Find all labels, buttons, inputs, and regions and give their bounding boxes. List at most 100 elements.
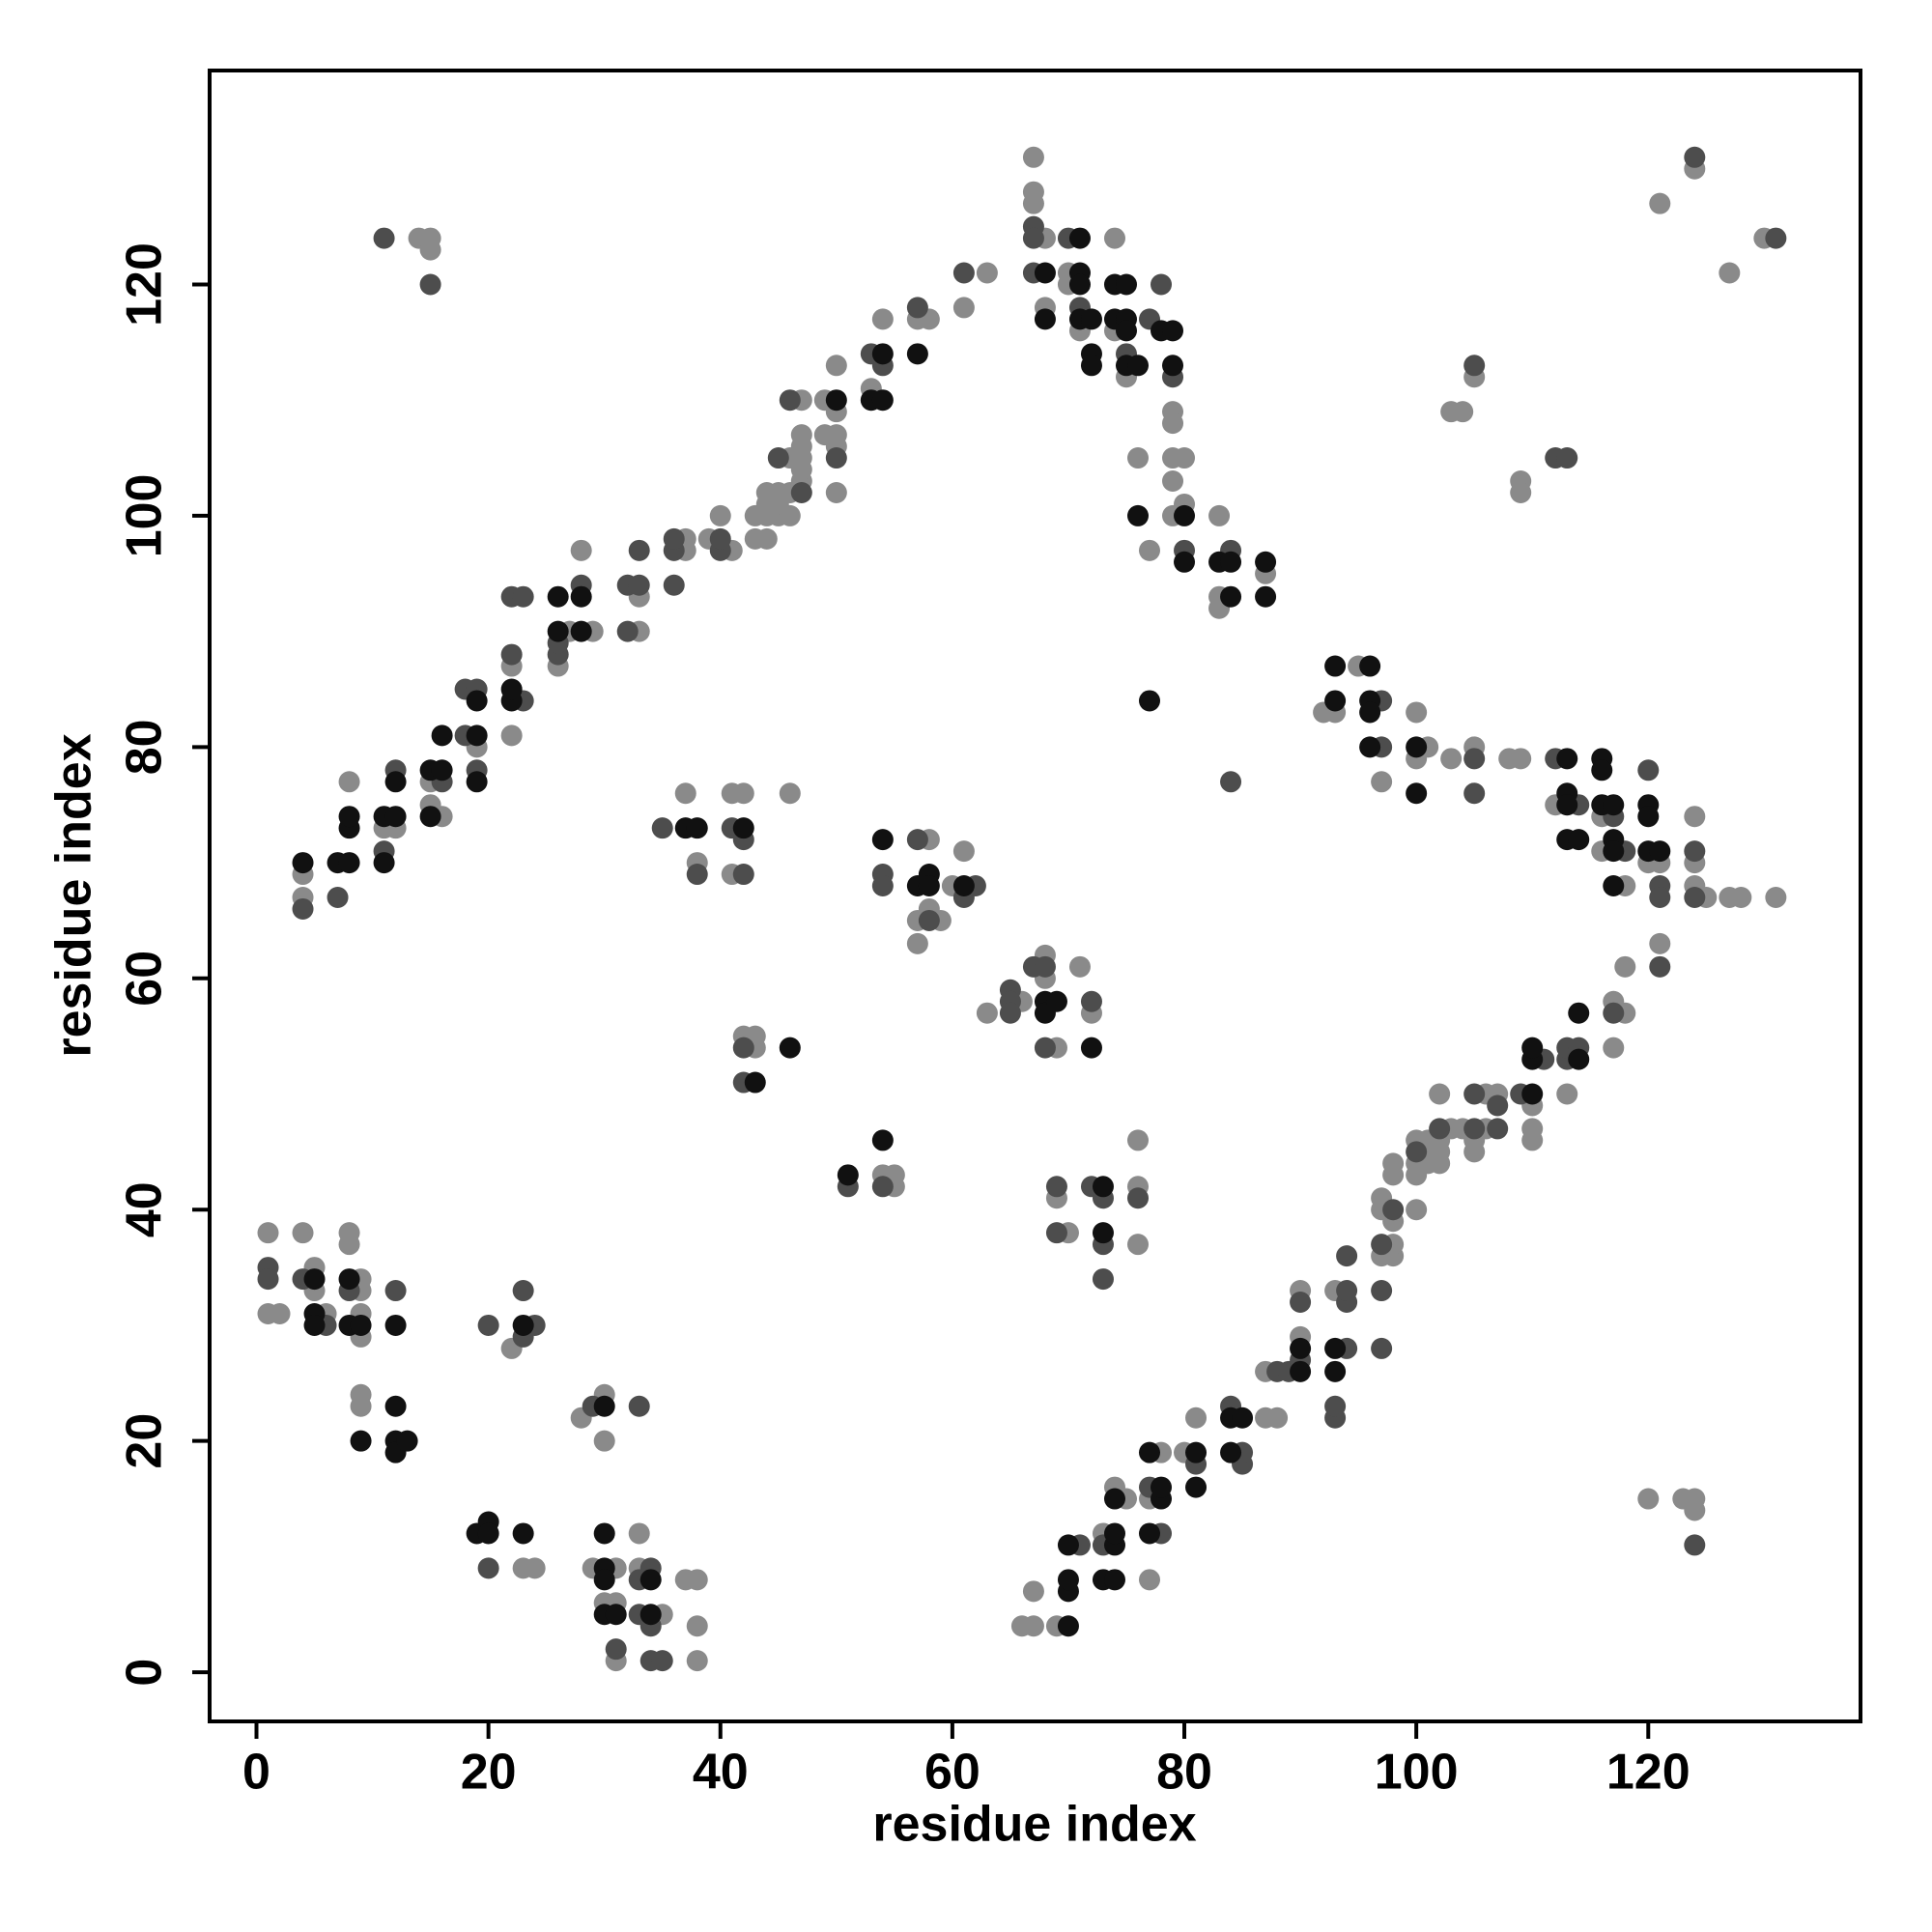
point bbox=[779, 504, 801, 526]
point bbox=[1463, 782, 1486, 805]
point bbox=[1406, 701, 1428, 724]
point bbox=[1440, 401, 1463, 423]
point bbox=[952, 840, 975, 863]
point bbox=[1603, 794, 1625, 816]
point bbox=[1684, 806, 1706, 828]
point bbox=[1103, 227, 1125, 249]
y-tick-label: 0 bbox=[117, 1659, 173, 1687]
point bbox=[686, 1615, 708, 1637]
point bbox=[1022, 1580, 1044, 1603]
point bbox=[976, 1002, 998, 1024]
point bbox=[1126, 1234, 1149, 1256]
point bbox=[732, 864, 754, 886]
point bbox=[1103, 1569, 1125, 1591]
point bbox=[686, 1650, 708, 1672]
x-tick-label: 100 bbox=[1375, 1745, 1459, 1801]
point bbox=[1115, 273, 1137, 296]
point bbox=[651, 1650, 673, 1672]
point bbox=[1429, 1083, 1451, 1105]
point bbox=[1045, 1176, 1067, 1198]
point bbox=[1487, 1118, 1509, 1140]
point bbox=[593, 1522, 615, 1545]
point bbox=[732, 817, 754, 839]
point bbox=[1556, 748, 1578, 770]
point bbox=[419, 273, 441, 296]
point bbox=[1139, 690, 1161, 712]
point bbox=[1324, 655, 1347, 677]
point bbox=[663, 527, 685, 550]
point bbox=[1185, 1406, 1208, 1429]
point bbox=[570, 585, 592, 608]
point bbox=[1719, 262, 1741, 284]
point bbox=[1406, 736, 1428, 758]
point bbox=[1080, 990, 1102, 1012]
point bbox=[1556, 447, 1578, 469]
point bbox=[1034, 955, 1056, 978]
point bbox=[1068, 273, 1091, 296]
point bbox=[952, 875, 975, 897]
point bbox=[1684, 886, 1706, 908]
point bbox=[709, 527, 731, 550]
point bbox=[1371, 1280, 1393, 1302]
point bbox=[466, 690, 488, 712]
point bbox=[1487, 1094, 1509, 1117]
point bbox=[292, 1222, 314, 1244]
point bbox=[1126, 447, 1149, 469]
point bbox=[1174, 447, 1196, 469]
point bbox=[384, 771, 407, 793]
point bbox=[1092, 1268, 1114, 1291]
point bbox=[1406, 782, 1428, 805]
point bbox=[825, 447, 847, 469]
y-tick-label: 80 bbox=[117, 719, 173, 775]
point bbox=[1220, 551, 1242, 573]
point bbox=[1126, 1187, 1149, 1209]
point bbox=[1521, 1037, 1544, 1059]
point bbox=[338, 1234, 360, 1256]
point bbox=[1092, 1176, 1114, 1198]
point bbox=[1208, 504, 1231, 526]
point bbox=[512, 1522, 534, 1545]
point bbox=[918, 909, 940, 931]
point bbox=[1371, 771, 1393, 793]
point bbox=[1080, 308, 1102, 330]
point bbox=[779, 389, 801, 412]
y-tick-label: 120 bbox=[117, 242, 173, 327]
point bbox=[1151, 273, 1173, 296]
point bbox=[338, 806, 360, 828]
point bbox=[419, 239, 441, 261]
point bbox=[1591, 759, 1613, 781]
point bbox=[1684, 146, 1706, 168]
point bbox=[1371, 1337, 1393, 1359]
point bbox=[1382, 1199, 1405, 1221]
point bbox=[1068, 227, 1091, 249]
point bbox=[744, 1071, 766, 1094]
point bbox=[1255, 585, 1277, 608]
point bbox=[1324, 690, 1347, 712]
point bbox=[1162, 320, 1184, 342]
point bbox=[500, 643, 523, 666]
point bbox=[825, 481, 847, 503]
point bbox=[431, 759, 453, 781]
point bbox=[1185, 1476, 1208, 1498]
point bbox=[431, 724, 453, 747]
point bbox=[1174, 551, 1196, 573]
point bbox=[1022, 1615, 1044, 1637]
point bbox=[524, 1557, 546, 1579]
point bbox=[1139, 1522, 1161, 1545]
point bbox=[1162, 412, 1184, 435]
plot-frame bbox=[208, 69, 1862, 1723]
point bbox=[350, 1395, 372, 1417]
point bbox=[1290, 1337, 1312, 1359]
point bbox=[1371, 1234, 1393, 1256]
point bbox=[871, 875, 894, 897]
point bbox=[327, 886, 349, 908]
point bbox=[779, 782, 801, 805]
point bbox=[732, 1037, 754, 1059]
y-tick-label: 40 bbox=[117, 1181, 173, 1237]
point bbox=[1034, 1037, 1056, 1059]
point bbox=[906, 932, 928, 954]
y-tick-label: 60 bbox=[117, 951, 173, 1007]
point bbox=[628, 539, 650, 561]
point bbox=[1126, 355, 1149, 377]
point bbox=[500, 724, 523, 747]
